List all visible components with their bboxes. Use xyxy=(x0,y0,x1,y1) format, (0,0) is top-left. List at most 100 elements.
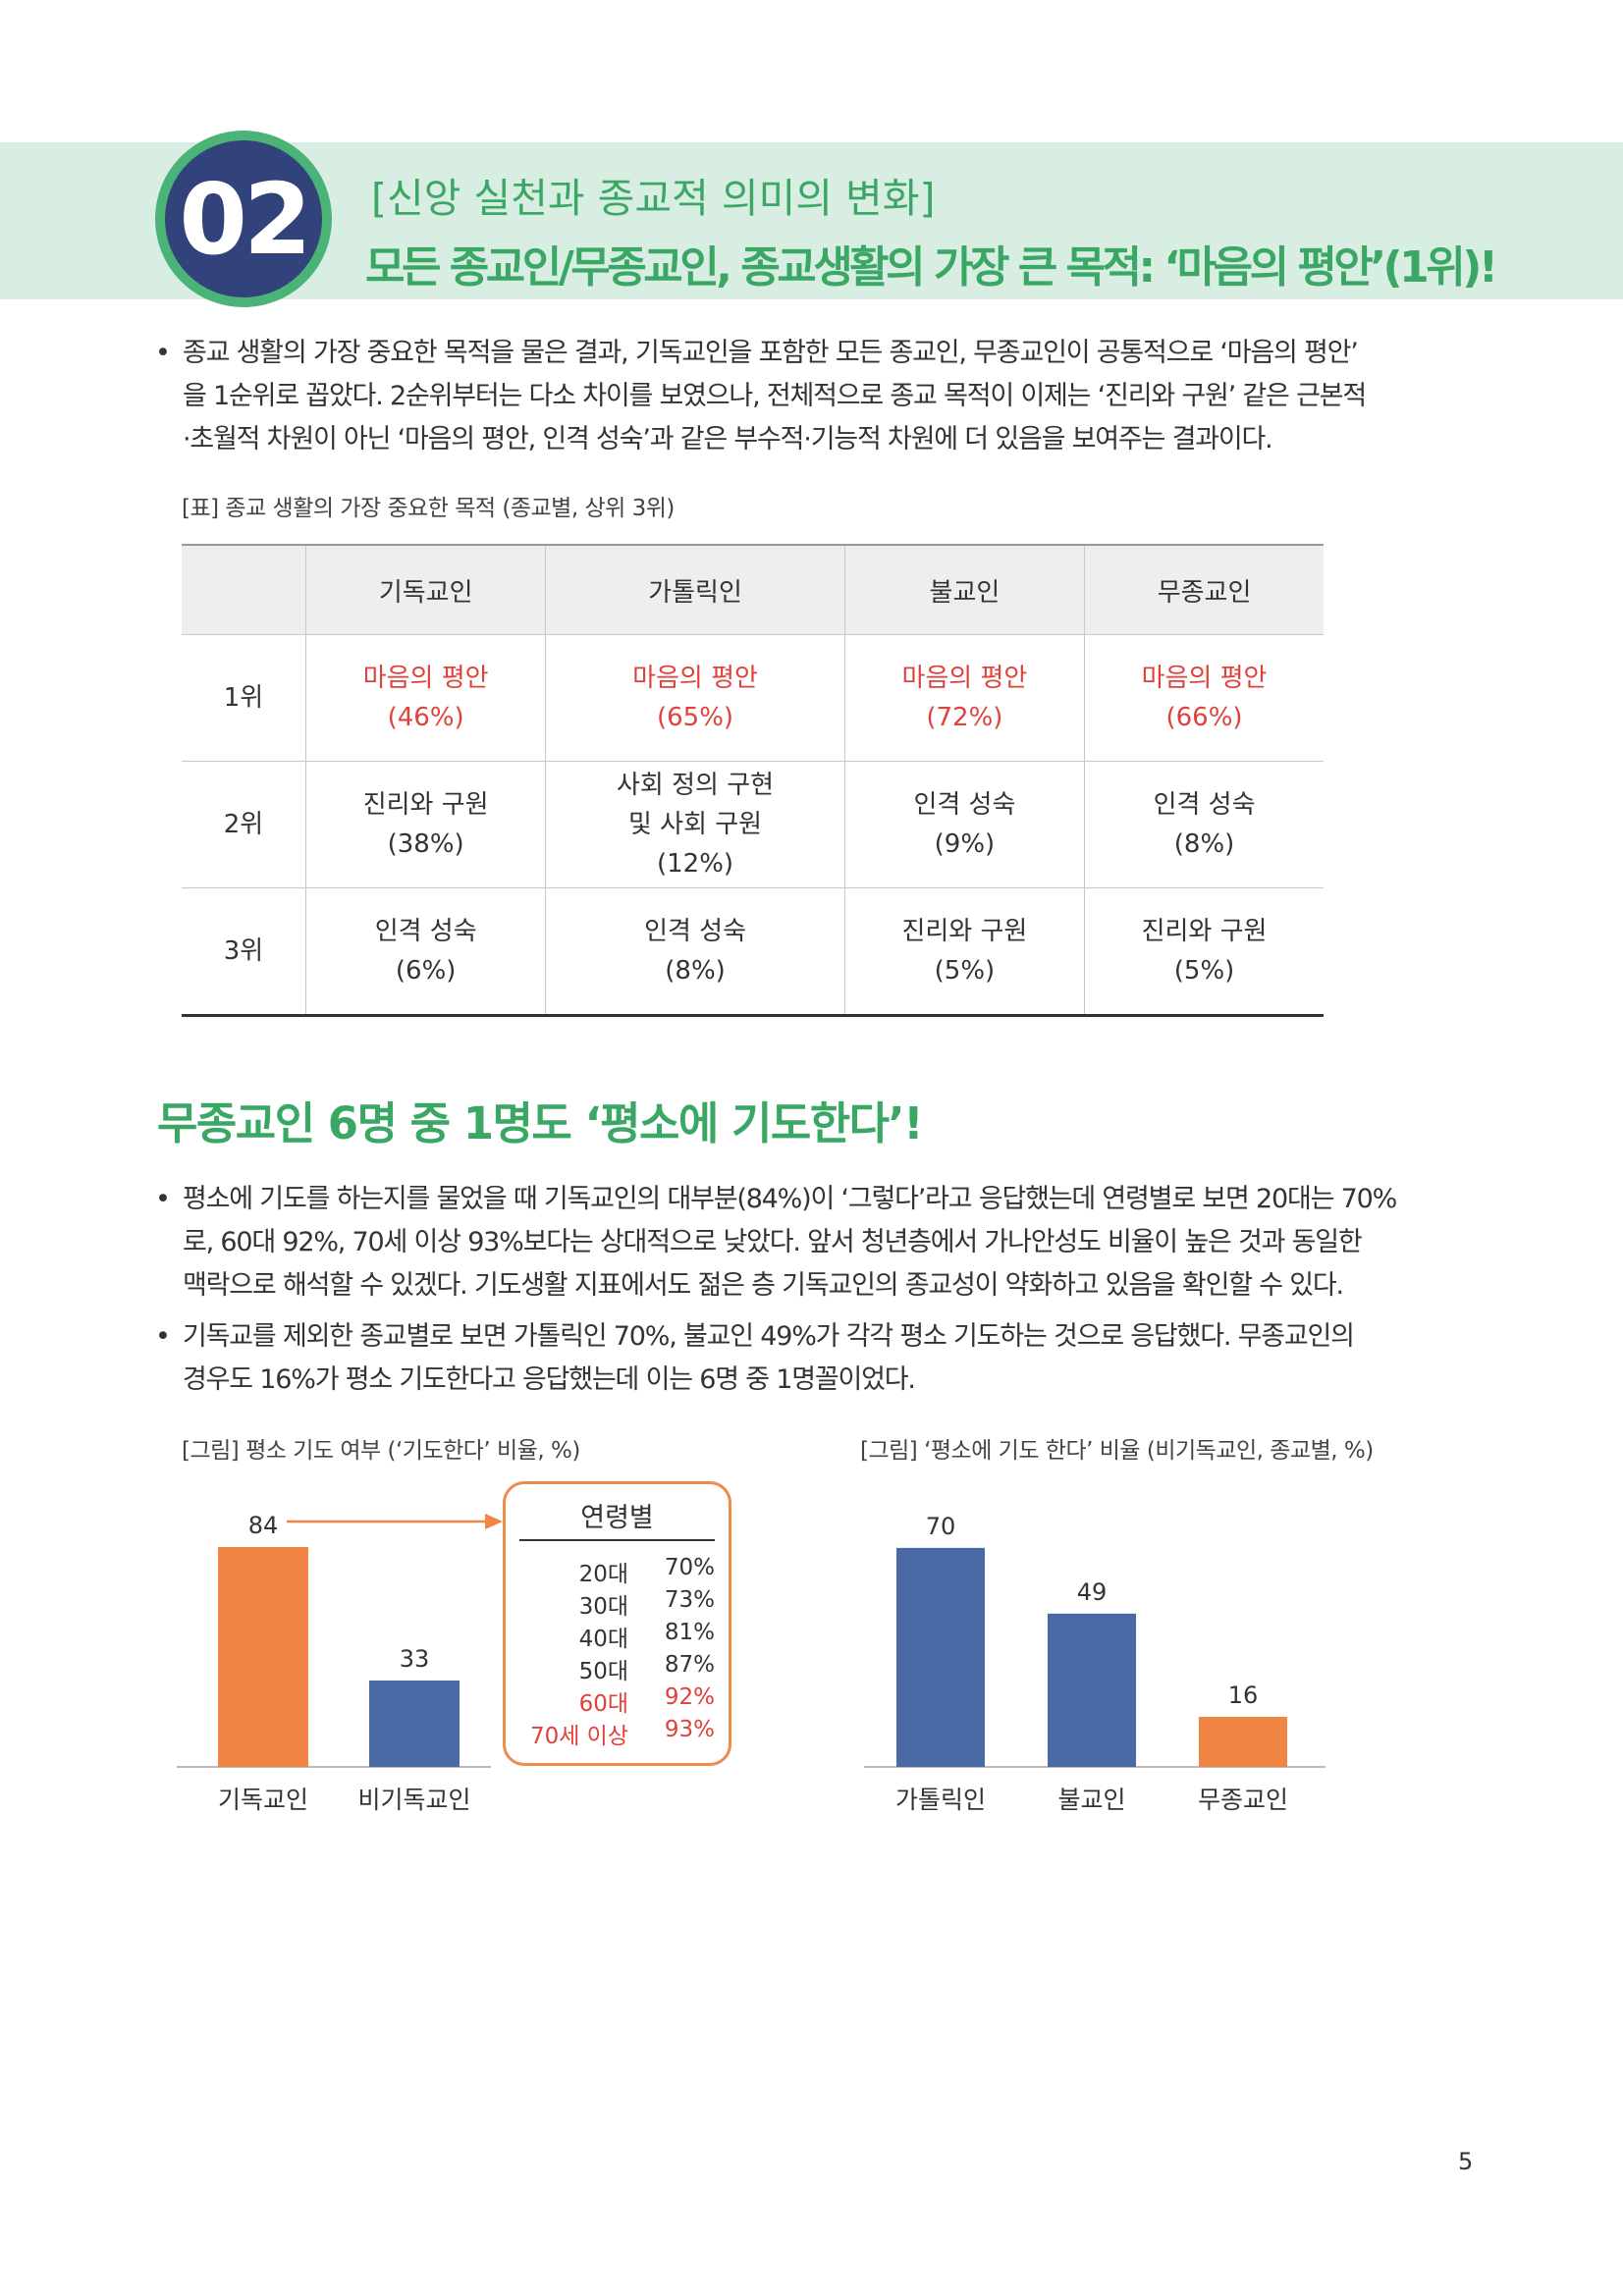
cell-text: 인격 성숙 xyxy=(913,790,1016,820)
section-subtitle: [신앙 실천과 종교적 의미의 변화] xyxy=(371,175,936,222)
purpose-table: 기독교인 가톨릭인 불교인 무종교인 1위 마음의 평안 (46%) 마음의 평안… xyxy=(182,544,1324,1017)
table-caption: [표] 종교 생활의 가장 중요한 목적 (종교별, 상위 3위) xyxy=(182,496,675,521)
age-label: 70세 이상 xyxy=(529,1724,628,1749)
page-number: 5 xyxy=(1458,2148,1474,2175)
bar xyxy=(1199,1717,1287,1767)
age-row: 20대 70% xyxy=(506,1555,729,1587)
cell-text: 인격 성숙 xyxy=(644,917,747,946)
age-label: 50대 xyxy=(578,1659,628,1684)
age-label: 40대 xyxy=(578,1627,628,1652)
arrow-to-age-breakdown xyxy=(287,1514,503,1529)
cell-text: (66%) xyxy=(1165,703,1243,732)
cell-text: 마음의 평안 xyxy=(901,664,1028,693)
age-value: 81% xyxy=(664,1620,715,1645)
table-cell: 진리와 구원 (5%) xyxy=(843,887,1085,1017)
table-header-row: 기독교인 가톨릭인 불교인 무종교인 xyxy=(182,544,1324,635)
bullet-icon: • xyxy=(155,1184,171,1214)
table-header-cell: 기독교인 xyxy=(304,544,546,635)
bullet-icon: • xyxy=(155,1321,171,1352)
cell-text: (8%) xyxy=(1173,829,1235,859)
cell-text: 및 사회 구원 xyxy=(627,810,763,839)
table-header-cell: 가톨릭인 xyxy=(545,544,845,635)
table-cell: 마음의 평안 (66%) xyxy=(1084,634,1324,762)
age-row: 40대 81% xyxy=(506,1620,729,1652)
table-cell: 진리와 구원 (38%) xyxy=(304,761,546,888)
category-label: 비기독교인 xyxy=(357,1786,470,1814)
cell-text: (12%) xyxy=(657,849,734,879)
rank-cell: 3위 xyxy=(182,887,306,1017)
cell-text: 마음의 평안 xyxy=(1141,664,1268,693)
age-value: 73% xyxy=(664,1587,715,1613)
category-label: 가톨릭인 xyxy=(895,1786,986,1814)
age-label: 30대 xyxy=(578,1594,628,1620)
cell-text: (9%) xyxy=(934,829,996,859)
cell-text: 진리와 구원 xyxy=(1141,917,1268,946)
cell-text: 인격 성숙 xyxy=(1153,790,1256,820)
text-line: 로, 60대 92%, 70세 이상 93%보다는 상대적으로 낮았다. 앞서 … xyxy=(183,1227,1363,1257)
bar xyxy=(218,1547,308,1767)
table-row: 3위 인격 성숙 (6%) 인격 성숙 (8%) 진리와 구원 (5%) 진리와 구원… xyxy=(182,887,1324,1017)
table-cell: 진리와 구원 (5%) xyxy=(1084,887,1324,1017)
data-label: 49 xyxy=(1077,1578,1108,1606)
age-label: 60대 xyxy=(578,1691,628,1717)
age-value: 87% xyxy=(664,1652,715,1678)
rank-cell: 2위 xyxy=(182,761,306,888)
table-cell: 마음의 평안 (65%) xyxy=(545,634,845,762)
chart2-caption: [그림] ‘평소에 기도 한다’ 비율 (비기독교인, 종교별, %) xyxy=(860,1438,1374,1464)
cell-text: 진리와 구원 xyxy=(362,790,489,820)
category-label: 기독교인 xyxy=(218,1786,308,1814)
data-label: 16 xyxy=(1228,1682,1259,1709)
table-header-cell: 불교인 xyxy=(843,544,1085,635)
age-row: 70세 이상 93% xyxy=(506,1717,729,1749)
table-header-corner xyxy=(182,544,306,635)
text-line: 맥락으로 해석할 수 있겠다. 기도생활 지표에서도 젊은 층 기독교인의 종교… xyxy=(183,1270,1344,1301)
age-value: 70% xyxy=(664,1555,715,1580)
cell-text: 마음의 평안 xyxy=(632,664,758,693)
table-cell: 인격 성숙 (8%) xyxy=(1084,761,1324,888)
cell-text: (72%) xyxy=(926,703,1003,732)
bar xyxy=(1048,1613,1136,1767)
cell-text: (5%) xyxy=(934,956,996,986)
table-cell: 마음의 평안 (46%) xyxy=(304,634,546,762)
cell-text: (5%) xyxy=(1173,956,1235,986)
age-row: 30대 73% xyxy=(506,1587,729,1620)
text-line: 평소에 기도를 하는지를 물었을 때 기독교인의 대부분(84%)이 ‘그렇다’… xyxy=(183,1184,1397,1214)
cell-text: (65%) xyxy=(657,703,734,732)
cell-text: (6%) xyxy=(395,956,457,986)
bullet-icon: • xyxy=(155,338,171,368)
section-number: 02 xyxy=(179,161,311,277)
text-line: ·초월적 차원이 아닌 ‘마음의 평안, 인격 성숙’과 같은 부수적·기능적 … xyxy=(183,424,1273,454)
cell-text: 마음의 평안 xyxy=(362,664,489,693)
bar xyxy=(369,1681,460,1767)
age-breakdown-title: 연령별 xyxy=(519,1496,715,1541)
chart1-caption: [그림] 평소 기도 여부 (‘기도한다’ 비율, %) xyxy=(182,1438,580,1464)
table-cell: 마음의 평안 (72%) xyxy=(843,634,1085,762)
data-label: 84 xyxy=(248,1512,279,1539)
data-label: 33 xyxy=(400,1645,430,1673)
cell-text: 사회 정의 구현 xyxy=(617,771,775,800)
cell-text: (38%) xyxy=(387,829,464,859)
table-cell: 인격 성숙 (8%) xyxy=(545,887,845,1017)
chart2-prayer-non-christian: 70 가톨릭인 49 불교인 16 무종교인 xyxy=(864,1513,1325,1814)
age-row: 50대 87% xyxy=(506,1652,729,1684)
section2-heading: 무종교인 6명 중 1명도 ‘평소에 기도한다’! xyxy=(157,1097,924,1149)
age-value: 92% xyxy=(664,1684,715,1710)
rank-cell: 1위 xyxy=(182,634,306,762)
section-number-badge: 02 xyxy=(155,131,332,307)
section-title: 모든 종교인/무종교인, 종교생활의 가장 큰 목적: ‘마음의 평안’(1위)… xyxy=(365,242,1498,293)
table-cell: 인격 성숙 (9%) xyxy=(843,761,1085,888)
arrow-head-icon xyxy=(485,1514,503,1529)
chart1-prayer-by-faith: 84 기독교인 33 비기독교인 xyxy=(177,1512,491,1814)
cell-text: (8%) xyxy=(665,956,726,986)
data-label: 70 xyxy=(926,1513,956,1540)
category-label: 무종교인 xyxy=(1198,1786,1288,1814)
cell-text: (46%) xyxy=(387,703,464,732)
age-label: 20대 xyxy=(578,1562,628,1587)
age-breakdown-box: 연령별 20대 70% 30대 73% 40대 81% 50대 87% 60대 92% 70세 이상… xyxy=(503,1481,731,1766)
table-cell: 인격 성숙 (6%) xyxy=(304,887,546,1017)
table-header-cell: 무종교인 xyxy=(1084,544,1324,635)
age-value: 93% xyxy=(664,1717,715,1742)
age-row: 60대 92% xyxy=(506,1684,729,1717)
